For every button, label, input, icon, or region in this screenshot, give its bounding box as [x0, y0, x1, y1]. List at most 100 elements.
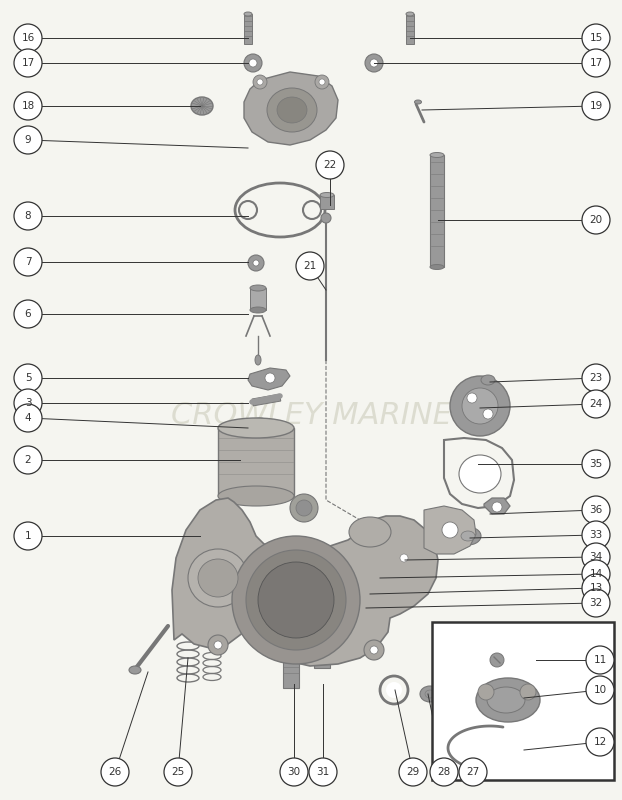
- Ellipse shape: [283, 637, 299, 643]
- Polygon shape: [424, 506, 476, 554]
- Polygon shape: [484, 498, 510, 514]
- Ellipse shape: [358, 586, 378, 596]
- Circle shape: [14, 522, 42, 550]
- Ellipse shape: [476, 678, 540, 722]
- Bar: [283, 640, 299, 688]
- Circle shape: [248, 255, 264, 271]
- Circle shape: [586, 728, 614, 756]
- Circle shape: [258, 562, 334, 638]
- Circle shape: [214, 641, 222, 649]
- Circle shape: [101, 758, 129, 786]
- Ellipse shape: [314, 647, 330, 653]
- Ellipse shape: [420, 686, 440, 702]
- Text: 32: 32: [590, 598, 603, 608]
- Ellipse shape: [487, 687, 525, 713]
- Circle shape: [290, 494, 318, 522]
- Bar: [252, 394, 281, 406]
- Circle shape: [582, 521, 610, 549]
- Circle shape: [14, 126, 42, 154]
- Circle shape: [430, 758, 458, 786]
- Circle shape: [316, 151, 344, 179]
- Circle shape: [280, 758, 308, 786]
- Text: 33: 33: [590, 530, 603, 540]
- Ellipse shape: [255, 355, 261, 365]
- Circle shape: [467, 393, 477, 403]
- Text: 4: 4: [25, 413, 31, 423]
- Text: 10: 10: [593, 685, 606, 695]
- Text: 11: 11: [593, 655, 606, 665]
- Bar: [314, 650, 330, 668]
- Circle shape: [14, 92, 42, 120]
- Circle shape: [386, 682, 402, 698]
- Ellipse shape: [425, 690, 435, 698]
- Text: 6: 6: [25, 309, 31, 319]
- Circle shape: [232, 536, 360, 664]
- Circle shape: [483, 409, 493, 419]
- Circle shape: [370, 646, 378, 654]
- Circle shape: [265, 373, 275, 383]
- Text: 35: 35: [590, 459, 603, 469]
- Ellipse shape: [481, 375, 495, 385]
- Polygon shape: [244, 72, 338, 145]
- Text: 34: 34: [590, 552, 603, 562]
- Text: 29: 29: [406, 767, 420, 777]
- Text: 8: 8: [25, 211, 31, 221]
- Circle shape: [582, 24, 610, 52]
- Circle shape: [582, 206, 610, 234]
- Ellipse shape: [459, 455, 501, 493]
- Ellipse shape: [461, 531, 475, 541]
- Circle shape: [14, 446, 42, 474]
- Ellipse shape: [129, 666, 141, 674]
- Ellipse shape: [198, 559, 238, 597]
- Ellipse shape: [267, 88, 317, 132]
- Ellipse shape: [249, 418, 271, 432]
- Text: 7: 7: [25, 257, 31, 267]
- Text: 27: 27: [466, 767, 480, 777]
- Ellipse shape: [277, 97, 307, 123]
- Text: 19: 19: [590, 101, 603, 111]
- Circle shape: [321, 213, 331, 223]
- Ellipse shape: [250, 307, 266, 313]
- Circle shape: [365, 54, 383, 72]
- Text: 24: 24: [590, 399, 603, 409]
- Text: 36: 36: [590, 505, 603, 515]
- Circle shape: [253, 260, 259, 266]
- Circle shape: [582, 390, 610, 418]
- Ellipse shape: [191, 97, 213, 115]
- Text: 1: 1: [25, 531, 31, 541]
- Text: 9: 9: [25, 135, 31, 145]
- Ellipse shape: [250, 285, 266, 291]
- Circle shape: [14, 248, 42, 276]
- Text: 14: 14: [590, 569, 603, 579]
- Circle shape: [14, 364, 42, 392]
- Circle shape: [319, 79, 325, 85]
- Circle shape: [14, 389, 42, 417]
- Ellipse shape: [358, 572, 378, 582]
- Text: 18: 18: [21, 101, 35, 111]
- Ellipse shape: [349, 517, 391, 547]
- Circle shape: [582, 574, 610, 602]
- Text: 15: 15: [590, 33, 603, 43]
- Ellipse shape: [414, 100, 422, 104]
- Circle shape: [14, 300, 42, 328]
- Bar: [244, 14, 252, 44]
- Text: 21: 21: [304, 261, 317, 271]
- Circle shape: [582, 496, 610, 524]
- Bar: [430, 155, 444, 267]
- Circle shape: [296, 500, 312, 516]
- Circle shape: [249, 59, 257, 67]
- Circle shape: [582, 450, 610, 478]
- Text: 2: 2: [25, 455, 31, 465]
- Circle shape: [520, 684, 536, 700]
- Circle shape: [582, 92, 610, 120]
- Text: 31: 31: [317, 767, 330, 777]
- Text: 26: 26: [108, 767, 122, 777]
- Circle shape: [442, 522, 458, 538]
- Circle shape: [309, 758, 337, 786]
- Circle shape: [253, 75, 267, 89]
- Ellipse shape: [430, 265, 444, 270]
- Circle shape: [246, 550, 346, 650]
- Ellipse shape: [320, 193, 334, 198]
- Ellipse shape: [244, 12, 252, 16]
- Text: 13: 13: [590, 583, 603, 593]
